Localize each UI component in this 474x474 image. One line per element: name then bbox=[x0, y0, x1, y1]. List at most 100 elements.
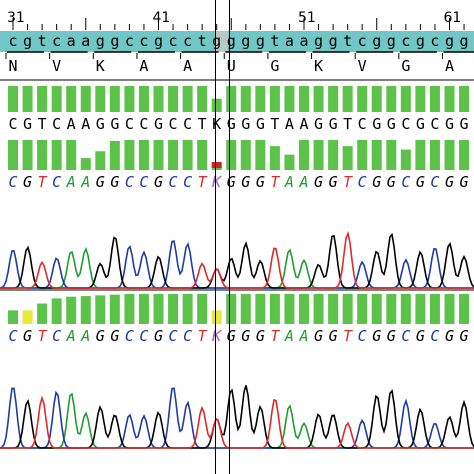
base-letter: C bbox=[430, 115, 440, 133]
base-letter: G bbox=[415, 115, 425, 133]
base-letter: C bbox=[52, 173, 62, 191]
quality-bar bbox=[284, 294, 295, 324]
base-letter: c bbox=[430, 32, 440, 50]
base-letter: C bbox=[124, 173, 134, 191]
base-letter: T bbox=[37, 173, 47, 191]
reference-sequence-band[interactable] bbox=[0, 31, 474, 52]
quality-bar bbox=[400, 86, 411, 112]
base-letter: T bbox=[270, 173, 280, 191]
quality-bar bbox=[357, 140, 368, 170]
quality-bar bbox=[226, 86, 237, 112]
quality-bar bbox=[80, 158, 91, 170]
quality-bar bbox=[22, 310, 33, 324]
base-letter: g bbox=[444, 32, 455, 50]
base-letter: C bbox=[124, 327, 134, 345]
base-letter: g bbox=[314, 32, 324, 50]
quality-bar bbox=[269, 294, 280, 324]
quality-bar bbox=[138, 294, 149, 324]
base-letter: g bbox=[459, 32, 469, 50]
quality-bar bbox=[459, 140, 470, 170]
amino-acid: K bbox=[95, 57, 105, 75]
amino-acid: A bbox=[444, 57, 455, 75]
base-letter: C bbox=[168, 173, 178, 191]
quality-bar bbox=[240, 140, 251, 170]
base-letter: C bbox=[139, 327, 149, 345]
quality-bar bbox=[459, 86, 470, 112]
base-letter: G bbox=[372, 115, 382, 133]
quality-bar bbox=[371, 294, 382, 324]
base-letter: C bbox=[8, 115, 18, 133]
base-letter: G bbox=[95, 327, 105, 345]
quality-bar bbox=[328, 86, 339, 112]
quality-bar bbox=[255, 86, 266, 112]
quality-bar bbox=[109, 294, 120, 324]
base-letter: C bbox=[430, 327, 440, 345]
quality-bar bbox=[37, 303, 48, 324]
base-letter: G bbox=[415, 327, 425, 345]
amino-acid: G bbox=[270, 57, 280, 75]
base-letter: T bbox=[270, 327, 280, 345]
quality-bar bbox=[95, 295, 106, 324]
quality-bar bbox=[37, 86, 48, 112]
quality-bar bbox=[415, 140, 426, 170]
base-letter: A bbox=[66, 115, 76, 133]
base-letter: G bbox=[241, 173, 251, 191]
base-letter: G bbox=[444, 327, 455, 345]
base-letter: g bbox=[328, 32, 338, 50]
base-letter: G bbox=[241, 327, 251, 345]
base-letter: C bbox=[357, 327, 367, 345]
quality-bar bbox=[109, 141, 120, 170]
quality-bar bbox=[182, 86, 193, 112]
base-letter: C bbox=[8, 173, 18, 191]
quality-bar bbox=[138, 140, 149, 170]
ruler-label: 61 bbox=[443, 10, 462, 26]
quality-bar bbox=[255, 294, 266, 324]
base-letter: C bbox=[357, 173, 367, 191]
quality-bar bbox=[168, 294, 179, 324]
amino-acid: V bbox=[357, 57, 367, 75]
quality-bar bbox=[240, 294, 251, 324]
base-letter: g bbox=[95, 32, 105, 50]
base-letter: C bbox=[139, 173, 149, 191]
base-letter: g bbox=[226, 32, 236, 50]
base-letter: A bbox=[284, 115, 294, 133]
base-letter: G bbox=[459, 327, 469, 345]
quality-bar bbox=[51, 298, 62, 324]
base-letter: G bbox=[23, 327, 33, 345]
base-letter: C bbox=[52, 115, 62, 133]
quality-bar bbox=[197, 140, 208, 170]
base-letter: C bbox=[401, 327, 411, 345]
error-mark bbox=[211, 162, 222, 168]
base-letter: C bbox=[139, 115, 149, 133]
base-letter: T bbox=[343, 173, 353, 191]
amino-acid: A bbox=[139, 57, 149, 75]
quality-bar bbox=[37, 140, 48, 170]
quality-bar bbox=[211, 98, 222, 112]
base-letter: c bbox=[139, 32, 149, 50]
position-cursor[interactable] bbox=[229, 0, 230, 474]
quality-bar bbox=[342, 86, 353, 112]
quality-bar bbox=[22, 140, 33, 170]
base-letter: G bbox=[415, 173, 425, 191]
base-letter: G bbox=[328, 115, 338, 133]
quality-bar bbox=[226, 140, 237, 170]
quality-bar bbox=[182, 294, 193, 324]
base-letter: G bbox=[110, 173, 120, 191]
base-letter: A bbox=[299, 327, 309, 345]
ruler-label: 51 bbox=[298, 10, 316, 26]
trace-t bbox=[0, 230, 474, 289]
base-letter: a bbox=[66, 32, 76, 50]
base-letter: G bbox=[23, 115, 33, 133]
quality-bar bbox=[313, 294, 324, 324]
quality-bar bbox=[313, 86, 324, 112]
quality-bar bbox=[386, 294, 397, 324]
quality-bar bbox=[429, 86, 440, 112]
base-letter: G bbox=[95, 173, 105, 191]
